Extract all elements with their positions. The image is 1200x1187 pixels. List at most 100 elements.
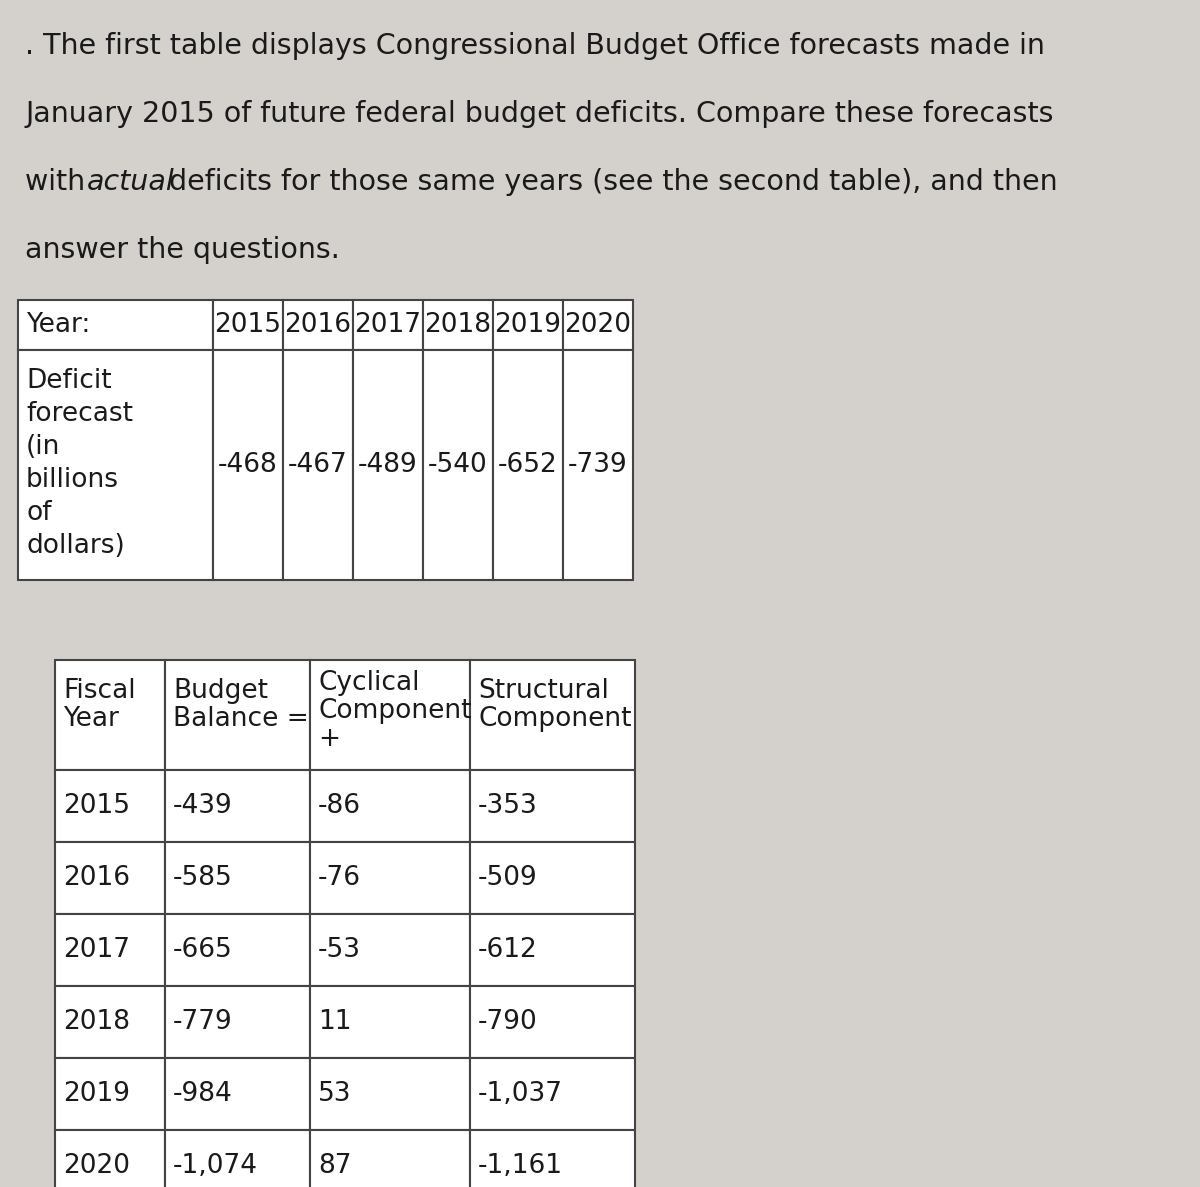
Text: -353: -353 — [478, 793, 538, 819]
Text: -612: -612 — [478, 937, 538, 963]
Bar — [353, 350, 424, 580]
Text: -1,161: -1,161 — [478, 1153, 563, 1179]
Text: -439: -439 — [173, 793, 233, 819]
Text: 2020: 2020 — [64, 1153, 130, 1179]
Text: -779: -779 — [173, 1009, 233, 1035]
Bar — [166, 770, 310, 842]
Bar — [18, 350, 214, 580]
Bar — [310, 842, 470, 914]
Bar — [310, 770, 470, 842]
Text: -540: -540 — [428, 452, 488, 478]
Bar — [214, 300, 283, 350]
Bar — [470, 914, 635, 986]
Text: -1,074: -1,074 — [173, 1153, 258, 1179]
Bar — [493, 350, 563, 580]
Text: 2017: 2017 — [354, 312, 421, 338]
Text: -984: -984 — [173, 1081, 233, 1107]
Text: 2018: 2018 — [64, 1009, 130, 1035]
Text: 2019: 2019 — [64, 1081, 130, 1107]
Text: 2020: 2020 — [564, 312, 631, 338]
Text: -86: -86 — [318, 793, 361, 819]
Bar — [55, 842, 166, 914]
Bar — [214, 350, 283, 580]
Text: 2015: 2015 — [64, 793, 130, 819]
Text: -665: -665 — [173, 937, 233, 963]
Bar — [310, 914, 470, 986]
Bar — [283, 350, 353, 580]
Text: Structural: Structural — [478, 678, 608, 704]
Bar — [55, 660, 166, 770]
Text: 2015: 2015 — [215, 312, 282, 338]
Bar — [470, 1058, 635, 1130]
Text: dollars): dollars) — [26, 533, 125, 559]
Bar — [424, 350, 493, 580]
Bar — [310, 1058, 470, 1130]
Bar — [166, 914, 310, 986]
Text: (in: (in — [26, 434, 60, 461]
Text: 2016: 2016 — [284, 312, 352, 338]
Bar — [353, 300, 424, 350]
Text: of: of — [26, 500, 52, 526]
Bar — [166, 660, 310, 770]
Text: with: with — [25, 169, 94, 196]
Text: -585: -585 — [173, 865, 233, 891]
Text: 2017: 2017 — [64, 937, 130, 963]
Bar — [310, 986, 470, 1058]
Bar — [470, 986, 635, 1058]
Text: 2018: 2018 — [425, 312, 492, 338]
Text: -652: -652 — [498, 452, 558, 478]
Bar — [55, 914, 166, 986]
Text: Balance =: Balance = — [173, 706, 308, 732]
Bar — [563, 350, 634, 580]
Bar — [470, 1130, 635, 1187]
Text: -76: -76 — [318, 865, 361, 891]
Text: Deficit: Deficit — [26, 368, 112, 394]
Text: -790: -790 — [478, 1009, 538, 1035]
Bar — [55, 1130, 166, 1187]
Text: forecast: forecast — [26, 401, 133, 427]
Text: -739: -739 — [568, 452, 628, 478]
Bar — [563, 300, 634, 350]
Text: -53: -53 — [318, 937, 361, 963]
Bar — [18, 300, 214, 350]
Bar — [166, 842, 310, 914]
Bar — [166, 1058, 310, 1130]
Bar — [493, 300, 563, 350]
Text: 2016: 2016 — [64, 865, 130, 891]
Bar — [166, 986, 310, 1058]
Text: Year: Year — [64, 706, 119, 732]
Text: Component: Component — [318, 698, 472, 724]
Text: Budget: Budget — [173, 678, 268, 704]
Text: 53: 53 — [318, 1081, 352, 1107]
Text: answer the questions.: answer the questions. — [25, 236, 340, 264]
Bar — [283, 300, 353, 350]
Text: -1,037: -1,037 — [478, 1081, 563, 1107]
Bar — [55, 1058, 166, 1130]
Bar — [166, 1130, 310, 1187]
Bar — [470, 770, 635, 842]
Bar — [470, 842, 635, 914]
Text: Year:: Year: — [26, 312, 90, 338]
Text: -468: -468 — [218, 452, 278, 478]
Text: . The first table displays Congressional Budget Office forecasts made in: . The first table displays Congressional… — [25, 32, 1045, 61]
Text: billions: billions — [26, 466, 119, 493]
Text: -467: -467 — [288, 452, 348, 478]
Text: actual: actual — [86, 169, 174, 196]
Text: 87: 87 — [318, 1153, 352, 1179]
Text: Fiscal: Fiscal — [64, 678, 136, 704]
Bar — [424, 300, 493, 350]
Text: +: + — [318, 726, 340, 753]
Text: January 2015 of future federal budget deficits. Compare these forecasts: January 2015 of future federal budget de… — [25, 100, 1054, 128]
Text: -509: -509 — [478, 865, 538, 891]
Text: 11: 11 — [318, 1009, 352, 1035]
Text: 2019: 2019 — [494, 312, 562, 338]
Text: deficits for those same years (see the second table), and then: deficits for those same years (see the s… — [161, 169, 1058, 196]
Bar — [470, 660, 635, 770]
Bar — [55, 770, 166, 842]
Bar — [310, 660, 470, 770]
Bar — [310, 1130, 470, 1187]
Bar — [55, 986, 166, 1058]
Text: Component: Component — [478, 706, 631, 732]
Text: -489: -489 — [358, 452, 418, 478]
Text: Cyclical: Cyclical — [318, 669, 420, 696]
